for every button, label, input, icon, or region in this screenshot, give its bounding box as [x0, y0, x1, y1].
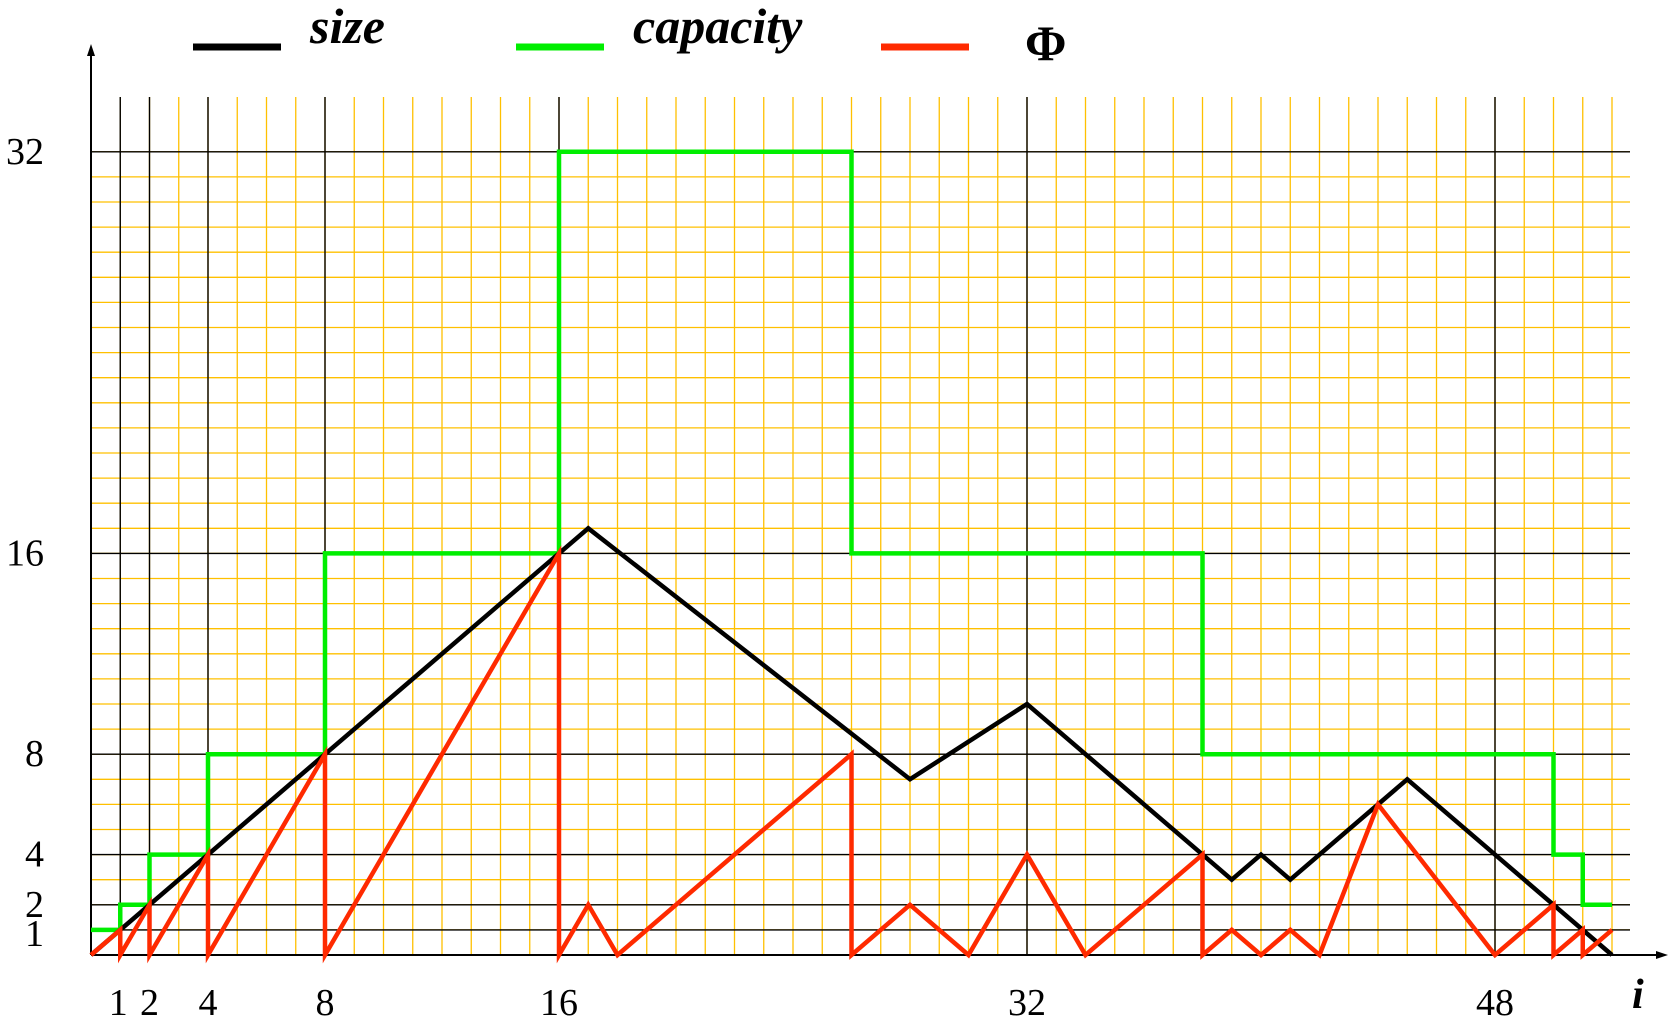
y-tick-label: 4 [25, 834, 44, 876]
series-line-capacity [91, 149, 1612, 933]
y-axis-arrowhead [87, 44, 95, 56]
x-tick-label: 32 [1008, 982, 1046, 1019]
x-tick-label: 16 [540, 982, 578, 1019]
y-tick-label: 32 [6, 131, 44, 173]
axes [87, 44, 1668, 959]
y-tick-label: 16 [6, 532, 44, 574]
series-line-phi [89, 545, 1614, 964]
legend: size capacity Φ [193, 0, 1066, 71]
minor-grid [91, 97, 1630, 955]
x-tick-label: 48 [1476, 982, 1514, 1019]
x-tick-label: 2 [140, 982, 159, 1019]
series-line-size [89, 525, 1614, 957]
series-layer [89, 149, 1614, 964]
legend-label-capacity: capacity [633, 0, 803, 54]
x-axis-arrowhead [1656, 951, 1668, 959]
major-grid [91, 97, 1630, 955]
x-axis-label: i [1632, 972, 1644, 1018]
legend-label-phi: Φ [1025, 15, 1066, 71]
legend-label-size: size [309, 0, 385, 54]
y-tick-label: 1 [25, 913, 44, 955]
y-tick-label: 8 [25, 733, 44, 775]
y-tick-label: 2 [25, 884, 44, 926]
x-tick-label: 4 [199, 982, 218, 1019]
x-tick-label: 1 [109, 982, 128, 1019]
x-tick-label: 8 [316, 982, 335, 1019]
